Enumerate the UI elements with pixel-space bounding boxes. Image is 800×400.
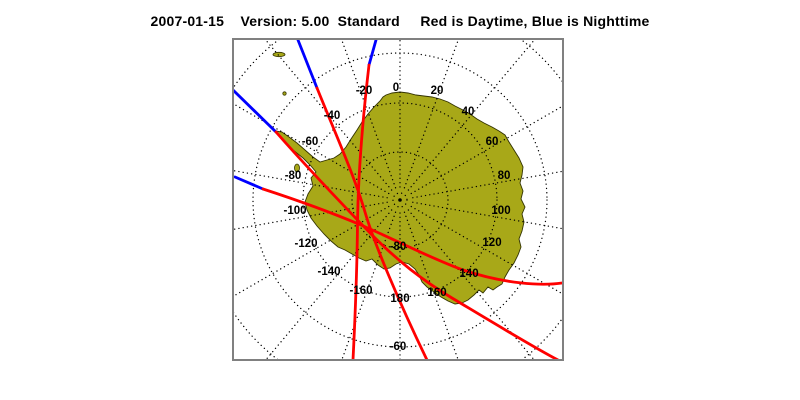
longitude-label: -40 — [324, 110, 341, 122]
meridian-line — [264, 39, 393, 191]
longitude-label: 120 — [482, 237, 501, 249]
longitude-label: -140 — [317, 266, 340, 278]
longitude-label: -160 — [349, 285, 372, 297]
satellite-track-night-segment — [233, 88, 278, 134]
meridian-line — [233, 201, 388, 231]
latitude-label: -60 — [390, 341, 407, 353]
satellite-track-day-segment — [261, 187, 563, 286]
satellite-track-day-segment — [274, 130, 560, 360]
meridian-line — [412, 170, 563, 199]
longitude-label: 40 — [462, 106, 475, 118]
island — [294, 163, 300, 173]
meridian-line — [233, 102, 390, 195]
longitude-label: 80 — [498, 170, 511, 182]
longitude-label: -60 — [302, 136, 319, 148]
longitude-label: 140 — [459, 268, 478, 280]
longitude-label: 180 — [390, 293, 409, 305]
island — [272, 51, 286, 58]
meridian-line — [233, 169, 388, 199]
meridian-line — [233, 205, 390, 298]
satellite-track-day-segment — [315, 86, 429, 360]
meridian-line — [407, 209, 536, 360]
latitude-circle — [302, 102, 498, 298]
meridian-line — [340, 39, 397, 189]
meridian-line — [403, 39, 460, 189]
satellite-track-night-segment — [367, 39, 378, 67]
antarctica-landmass — [274, 91, 526, 305]
meridian-line — [410, 205, 563, 295]
pole-ring — [392, 192, 408, 208]
meridian-line — [412, 201, 563, 230]
plot-title: 2007-01-15 Version: 5.00 Standard Red is… — [150, 13, 650, 29]
longitude-label: -120 — [294, 238, 317, 250]
longitude-label: 60 — [486, 136, 499, 148]
latitude-circle — [351, 151, 449, 249]
longitude-label: 20 — [431, 85, 444, 97]
meridian-line — [410, 105, 563, 195]
longitude-label: 160 — [427, 287, 446, 299]
longitude-label: 0 — [393, 82, 399, 94]
island — [282, 91, 287, 96]
meridian-line — [264, 209, 393, 360]
longitude-label: 100 — [491, 205, 510, 217]
map-content — [233, 39, 563, 360]
longitude-label: -100 — [283, 205, 306, 217]
pole-dot — [398, 198, 402, 202]
longitude-label: -20 — [356, 85, 373, 97]
latitude-circle — [252, 52, 548, 348]
meridian-line — [407, 39, 536, 191]
meridian-line — [403, 211, 459, 360]
latitude-label: -80 — [390, 241, 407, 253]
satellite-track-night-segment — [233, 175, 265, 191]
map-frame-border — [232, 38, 564, 361]
satellite-track-night-segment — [296, 39, 319, 90]
meridian-line — [341, 211, 397, 360]
longitude-label: -80 — [285, 170, 302, 182]
